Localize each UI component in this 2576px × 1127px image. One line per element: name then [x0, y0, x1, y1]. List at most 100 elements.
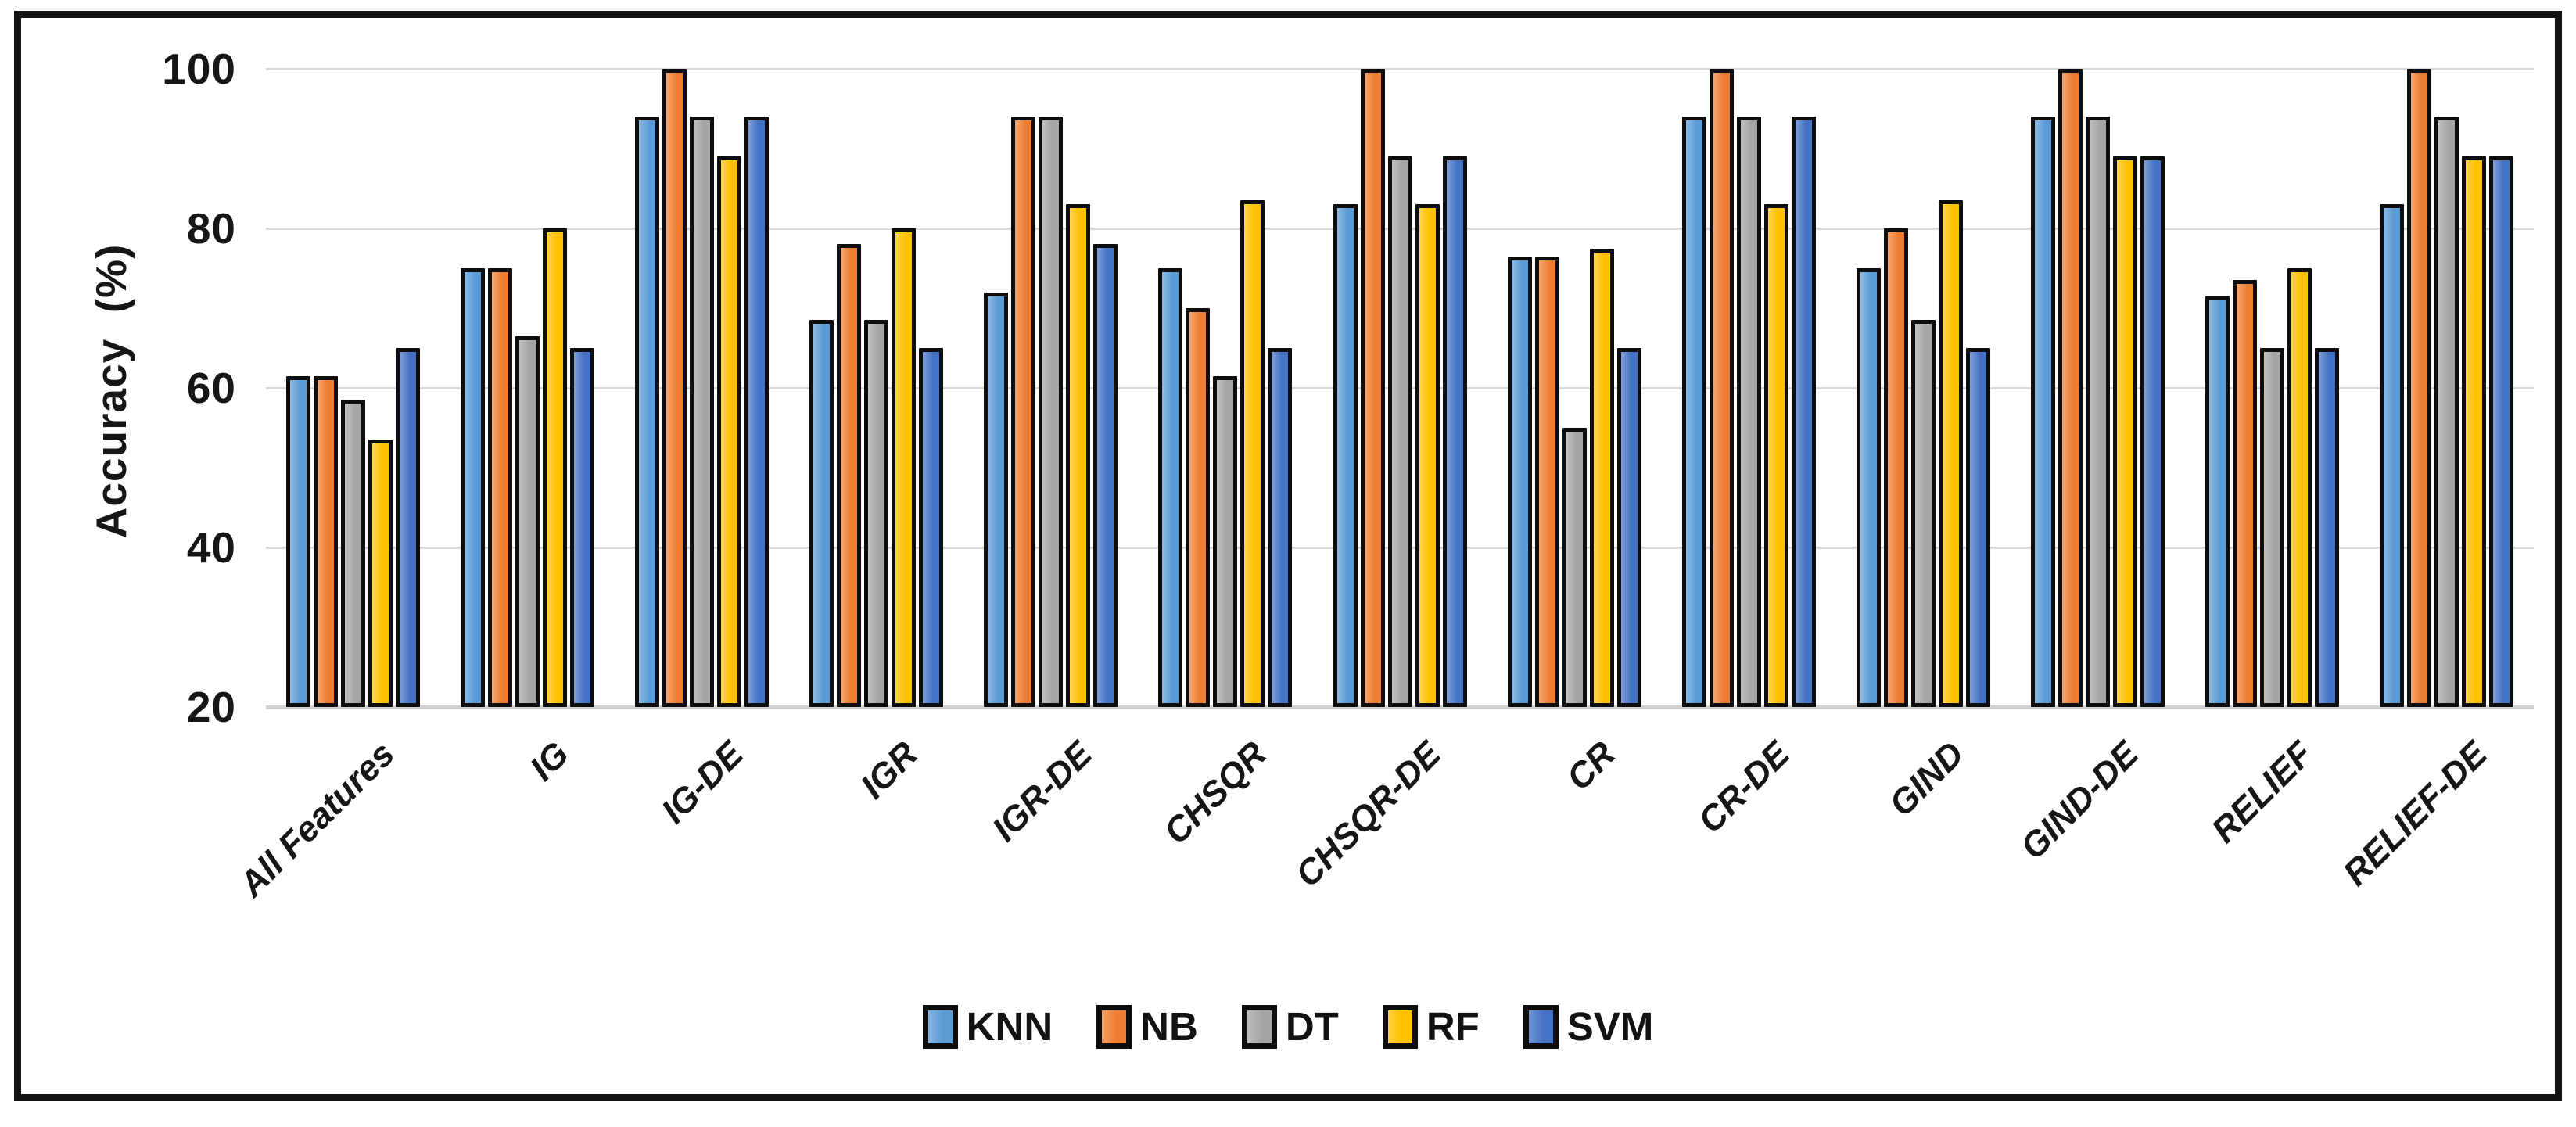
legend-item-rf: RF [1382, 1003, 1480, 1050]
legend-label-knn: KNN [966, 1004, 1053, 1049]
bar-group-chsqr-de [1312, 69, 1487, 707]
bar-dt [2085, 117, 2110, 707]
bar-rf [1066, 204, 1091, 707]
y-axis-ticks: 100 80 60 40 20 [0, 45, 236, 731]
bar-group-igr [789, 69, 963, 707]
bar-dt [341, 400, 366, 707]
x-axis-label-chsqr-de: CHSQR-DE [1287, 734, 1449, 895]
bar-group-ig-de [615, 69, 789, 707]
x-axis-label-igr-de: IGR-DE [984, 734, 1100, 849]
bar-knn [286, 375, 311, 707]
bar-knn [461, 268, 486, 707]
legend-item-nb: NB [1096, 1003, 1198, 1050]
bar-svm [570, 348, 595, 707]
bar-group-gind [1836, 69, 2011, 707]
legend-label-rf: RF [1426, 1004, 1480, 1049]
bar-group-all-features [266, 69, 440, 707]
bar-nb [1011, 117, 1036, 707]
bar-rf [2287, 268, 2312, 707]
bar-dt [1562, 428, 1587, 707]
bar-svm [1616, 348, 1641, 707]
bar-rf [1589, 248, 1614, 707]
bar-rf [1415, 204, 1440, 707]
legend-label-dt: DT [1285, 1004, 1339, 1049]
bar-nb [1709, 69, 1734, 707]
bar-dt [1387, 156, 1412, 707]
bar-group-cr [1487, 69, 1662, 707]
bar-rf [892, 228, 917, 707]
bar-rf [1763, 204, 1788, 707]
bar-dt [1213, 375, 1238, 707]
bar-knn [984, 292, 1009, 707]
bar-svm [1093, 244, 1118, 707]
bar-knn [1507, 256, 1532, 707]
y-axis-tick-20: 20 [186, 683, 236, 731]
x-axis-label-cr: CR [1559, 734, 1623, 799]
legend: KNN NB DT RF SVM [0, 1003, 2576, 1050]
bar-knn [1681, 117, 1706, 707]
x-axis-label-cr-de: CR-DE [1690, 734, 1798, 841]
bar-knn [1158, 268, 1183, 707]
x-axis-label-ig: IG [522, 734, 576, 788]
legend-swatch-nb [1096, 1004, 1132, 1049]
bar-nb [837, 244, 862, 707]
bar-rf [543, 228, 568, 707]
bar-nb [1360, 69, 1385, 707]
bar-nb [2232, 280, 2257, 707]
bar-dt [2434, 117, 2459, 707]
bar-svm [396, 348, 421, 707]
bar-svm [2488, 156, 2513, 707]
x-axis-line [266, 705, 2534, 709]
bar-dt [1039, 117, 1064, 707]
bar-svm [744, 117, 770, 707]
bar-rf [2461, 156, 2486, 707]
x-axis-label-ig-de: IG-DE [653, 734, 751, 831]
bar-nb [1534, 256, 1559, 707]
legend-label-svm: SVM [1566, 1004, 1654, 1049]
legend-swatch-knn [922, 1004, 958, 1049]
x-axis-label-chsqr: CHSQR [1156, 734, 1274, 852]
bar-rf [717, 156, 742, 707]
bar-knn [809, 320, 834, 707]
legend-label-nb: NB [1140, 1004, 1198, 1049]
bar-groups [266, 69, 2534, 707]
legend-item-svm: SVM [1523, 1003, 1654, 1050]
x-axis-label-gind-de: GIND-DE [2012, 734, 2147, 867]
bar-dt [1736, 117, 1761, 707]
bar-knn [2379, 204, 2404, 707]
bar-svm [1791, 117, 1816, 707]
bar-rf [1938, 200, 1963, 707]
bar-svm [1442, 156, 1467, 707]
bar-dt [2259, 348, 2284, 707]
bar-nb [1186, 308, 1211, 707]
x-axis-label-gind: GIND [1881, 734, 1972, 824]
bar-knn [2205, 296, 2230, 707]
legend-swatch-svm [1523, 1004, 1559, 1049]
bar-svm [2140, 156, 2165, 707]
x-axis-labels: All Features IG IG-DE IGR IGR-DE CHSQR CHSQR-D… [231, 707, 2534, 949]
bar-nb [662, 69, 687, 707]
bar-nb [488, 268, 513, 707]
legend-item-dt: DT [1241, 1003, 1339, 1050]
y-axis-tick-80: 80 [186, 204, 236, 253]
bar-svm [1268, 348, 1293, 707]
bar-dt [1910, 320, 1936, 707]
bar-dt [864, 320, 889, 707]
y-axis-tick-60: 60 [186, 364, 236, 412]
bar-group-ig [440, 69, 615, 707]
y-axis-tick-40: 40 [186, 523, 236, 572]
legend-swatch-dt [1241, 1004, 1277, 1049]
bar-group-cr-de [1662, 69, 1836, 707]
bar-knn [1333, 204, 1358, 707]
x-axis-label-igr: IGR [852, 734, 925, 806]
bar-group-relief-de [2359, 69, 2534, 707]
bar-group-chsqr [1138, 69, 1312, 707]
bar-knn [1856, 268, 1881, 707]
bar-knn [2030, 117, 2055, 707]
bar-group-gind-de [2011, 69, 2185, 707]
bar-knn [635, 117, 660, 707]
bar-nb [2058, 69, 2083, 707]
bar-dt [515, 336, 540, 707]
x-axis-label-relief: RELIEF [2204, 734, 2321, 851]
